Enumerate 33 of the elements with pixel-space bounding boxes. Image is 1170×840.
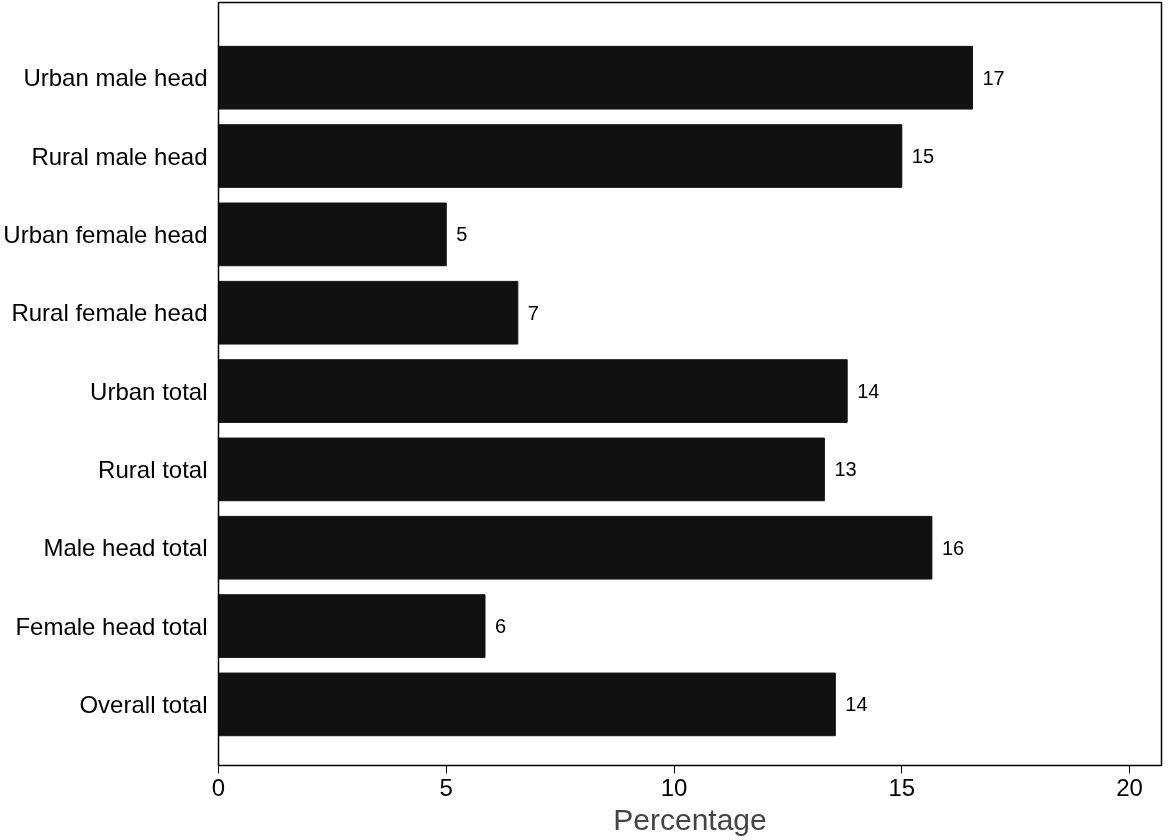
- y-tick-label: Urban female head: [3, 220, 208, 248]
- x-axis-title: Percentage: [613, 802, 767, 836]
- data-label: 16: [941, 536, 965, 559]
- bar: [218, 672, 836, 737]
- y-tick-label: Rural male head: [31, 142, 208, 170]
- x-tick-label: 5: [439, 773, 453, 801]
- y-tick-label: Rural female head: [11, 299, 208, 327]
- bar: [218, 359, 848, 423]
- data-label: 5: [456, 223, 468, 246]
- y-tick-label: Urban total: [90, 377, 208, 405]
- x-tick-label: 10: [660, 773, 688, 801]
- bar: [218, 124, 903, 188]
- data-label: 6: [495, 615, 507, 638]
- data-label: 14: [857, 380, 880, 403]
- x-tick-label: 20: [1116, 773, 1143, 801]
- data-label: 14: [845, 693, 868, 716]
- bar: [218, 202, 447, 267]
- y-tick-label: Overall total: [79, 690, 208, 718]
- y-tick-label: Female head total: [15, 612, 208, 640]
- bar: [218, 515, 933, 580]
- y-tick-label: Urban male head: [23, 64, 208, 92]
- y-tick-label: Male head total: [43, 534, 208, 562]
- bar: [218, 437, 825, 502]
- data-label: 17: [982, 66, 1005, 89]
- data-label: 7: [527, 301, 539, 324]
- bar: [218, 45, 973, 110]
- data-label: 13: [834, 458, 857, 481]
- x-tick-label: 0: [211, 773, 226, 801]
- data-label: 15: [911, 145, 935, 168]
- bar: [218, 280, 519, 345]
- bar: [218, 594, 486, 658]
- x-tick-label: 15: [888, 773, 916, 801]
- y-tick-label: Rural total: [98, 455, 208, 483]
